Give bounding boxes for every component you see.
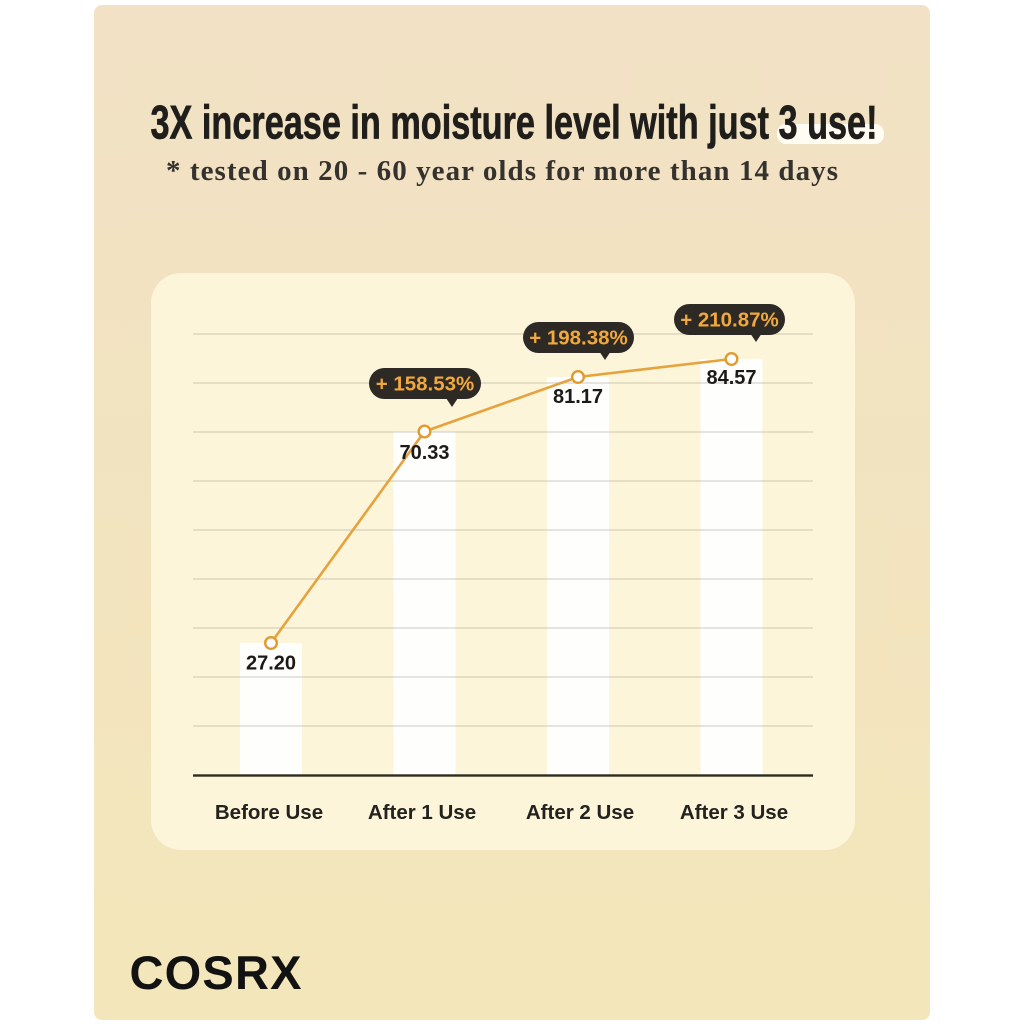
svg-text:+ 158.53%: + 158.53%: [376, 373, 475, 396]
svg-text:3X increase in moisture level: 3X increase in moisture level with just …: [151, 96, 878, 149]
svg-text:+ 210.87%: + 210.87%: [680, 309, 779, 332]
svg-text:+ 198.38%: + 198.38%: [529, 327, 628, 350]
svg-text:81.17: 81.17: [553, 386, 603, 408]
svg-text:70.33: 70.33: [399, 442, 449, 464]
svg-text:After 2 Use: After 2 Use: [526, 801, 634, 824]
svg-text:After 3 Use: After 3 Use: [680, 801, 788, 824]
svg-text:COSRX: COSRX: [130, 946, 303, 999]
svg-text:27.20: 27.20: [246, 653, 296, 675]
svg-text:* tested on 20 - 60 year olds: * tested on 20 - 60 year olds for more t…: [166, 155, 838, 187]
svg-text:Before Use: Before Use: [215, 801, 323, 824]
svg-text:After 1 Use: After 1 Use: [368, 801, 476, 824]
svg-text:84.57: 84.57: [706, 367, 756, 389]
